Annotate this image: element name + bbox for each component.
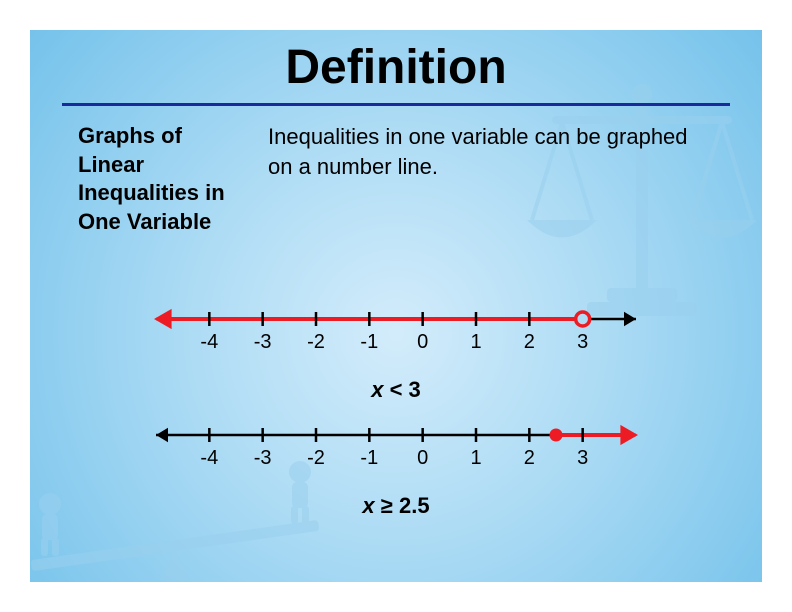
caption-variable: x bbox=[362, 493, 374, 518]
tick-label: -1 bbox=[360, 331, 378, 353]
tick-label: 1 bbox=[470, 447, 481, 469]
page-root: Definition Graphs of Linear Inequalities… bbox=[0, 0, 792, 612]
definition-card: Definition Graphs of Linear Inequalities… bbox=[30, 30, 762, 582]
caption-operator-value: ≥ 2.5 bbox=[375, 493, 430, 518]
tick-label: 0 bbox=[417, 331, 428, 353]
numberline-svg: -4 -3 -2 -1 0 1 2 3 bbox=[126, 421, 666, 476]
caption-operator-value: < 3 bbox=[383, 377, 420, 402]
title-underline bbox=[62, 103, 730, 106]
tick-label: -4 bbox=[200, 331, 218, 353]
numberline-nl2: -4 -3 -2 -1 0 1 2 3 bbox=[126, 421, 666, 481]
definition-body: Graphs of Linear Inequalities in One Var… bbox=[78, 122, 714, 236]
numberlines-container: -4 -3 -2 -1 0 1 2 3 x < 3 -4 -3 -2 -1 0 1 2 3 x ≥ 2.5 bbox=[30, 305, 762, 537]
tick-label: 1 bbox=[470, 331, 481, 353]
tick-label: 2 bbox=[524, 331, 535, 353]
caption-variable: x bbox=[371, 377, 383, 402]
numberline-svg: -4 -3 -2 -1 0 1 2 3 bbox=[126, 305, 666, 360]
numberline-caption: x < 3 bbox=[30, 377, 762, 403]
tick-label: -3 bbox=[254, 331, 272, 353]
term-text: Graphs of Linear Inequalities in One Var… bbox=[78, 122, 238, 236]
numberline-nl1: -4 -3 -2 -1 0 1 2 3 bbox=[126, 305, 666, 365]
tick-label: -4 bbox=[200, 447, 218, 469]
tick-label: -2 bbox=[307, 447, 325, 469]
numberline-caption: x ≥ 2.5 bbox=[30, 493, 762, 519]
definition-text: Inequalities in one variable can be grap… bbox=[268, 122, 714, 236]
tick-label: -1 bbox=[360, 447, 378, 469]
tick-label: 3 bbox=[577, 447, 588, 469]
tick-label: 0 bbox=[417, 447, 428, 469]
tick-label: 3 bbox=[577, 331, 588, 353]
tick-label: -2 bbox=[307, 331, 325, 353]
tick-label: 2 bbox=[524, 447, 535, 469]
tick-label: -3 bbox=[254, 447, 272, 469]
